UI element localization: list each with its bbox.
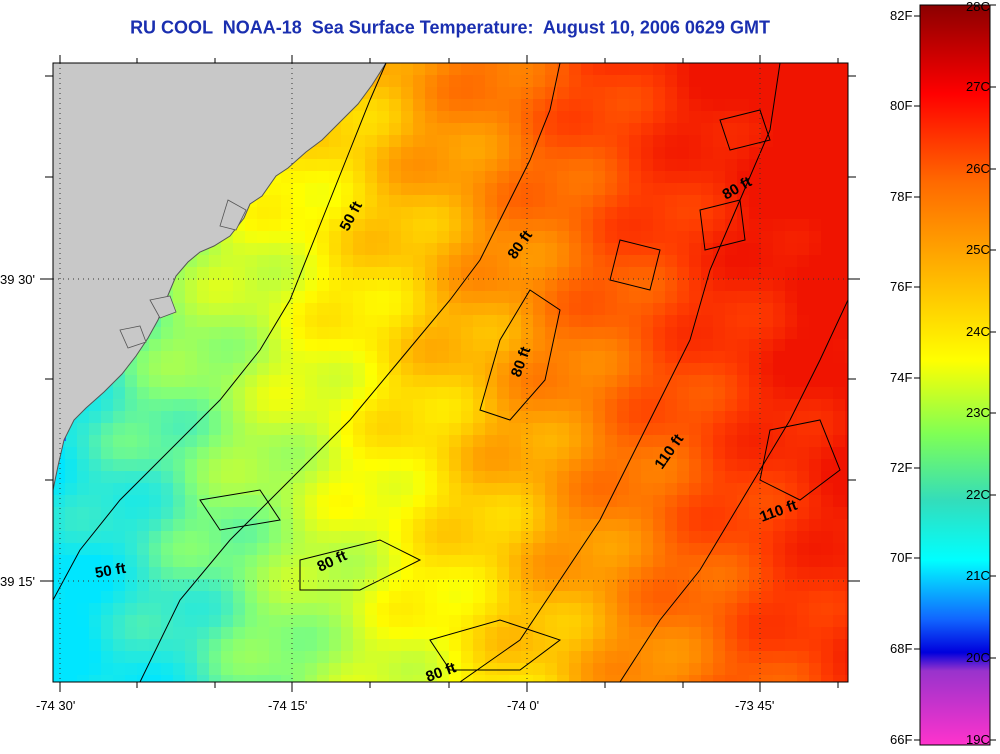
cb-c-23: 23C — [966, 405, 990, 420]
cb-c-28: 28C — [966, 0, 990, 14]
lat-label-39-30: 39 30' — [0, 272, 36, 287]
cb-c-20: 20C — [966, 650, 990, 665]
cb-f-72: 72F — [890, 460, 913, 475]
cb-f-74: 74F — [890, 370, 913, 385]
cb-f-68: 68F — [890, 641, 913, 656]
map-grid — [53, 63, 848, 682]
lon-label-74-15: -74 15' — [268, 698, 308, 713]
bathymetry-contours — [53, 63, 848, 682]
cb-c-19: 19C — [966, 732, 990, 747]
map-frame — [52, 62, 849, 683]
map-title: RU COOL NOAA-18 Sea Surface Temperature:… — [130, 17, 770, 38]
contour-label-50ft-south: 50 ft — [94, 560, 127, 582]
lon-label-74-30: -74 30' — [36, 698, 76, 713]
cb-f-66: 66F — [890, 732, 913, 747]
cb-c-22: 22C — [966, 487, 990, 502]
cb-f-78: 78F — [890, 189, 913, 204]
cb-f-80: 80F — [890, 98, 913, 113]
cb-f-82: 82F — [890, 8, 913, 23]
cb-c-24: 24C — [966, 324, 990, 339]
colorbar — [919, 4, 991, 746]
colorbar-ticks — [914, 4, 996, 741]
cb-c-26: 26C — [966, 161, 990, 176]
lon-label-73-45: -73 45' — [735, 698, 775, 713]
lat-label-39-15: 39 15' — [0, 574, 36, 589]
cb-c-27: 27C — [966, 79, 990, 94]
cb-f-70: 70F — [890, 550, 913, 565]
lon-label-74-00: -74 0' — [507, 698, 540, 713]
cb-f-76: 76F — [890, 279, 913, 294]
land-area — [53, 63, 387, 491]
map-ticks — [40, 55, 860, 692]
cb-c-25: 25C — [966, 242, 990, 257]
cb-c-21: 21C — [966, 568, 990, 583]
